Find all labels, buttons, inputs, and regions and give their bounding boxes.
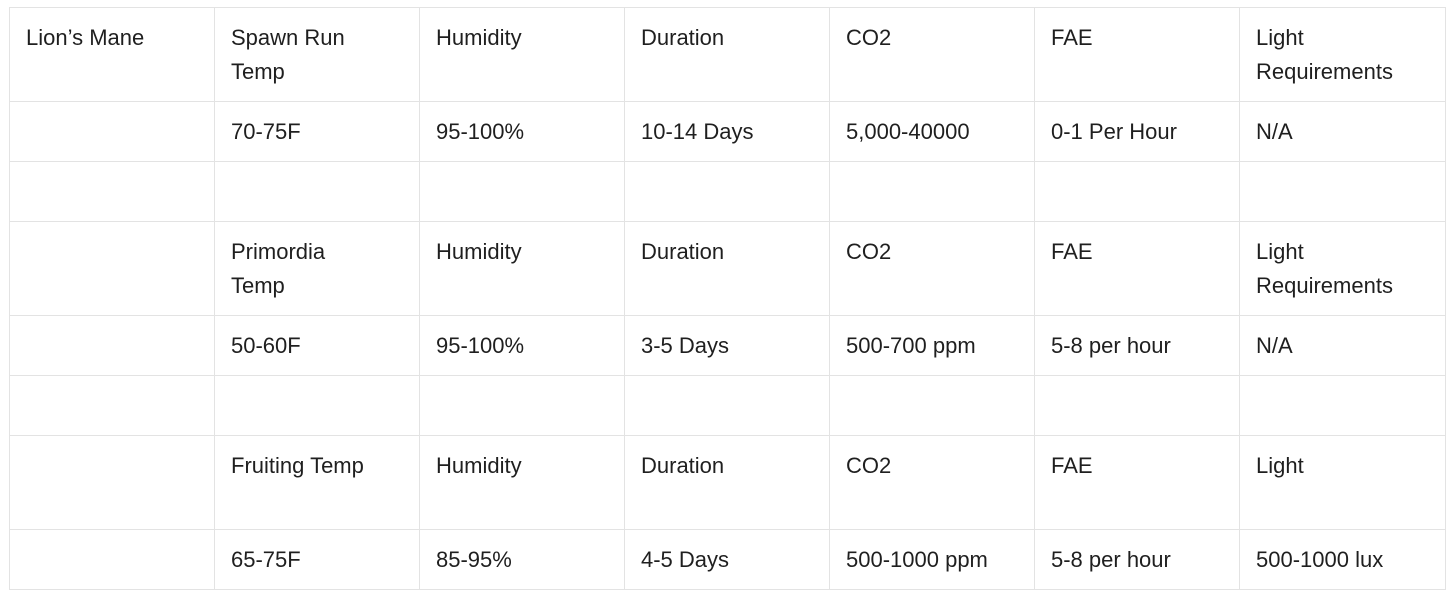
table-cell — [829, 161, 1035, 222]
table-cell: 5-8 per hour — [1034, 315, 1240, 376]
page: Lion’s Mane Spawn Run Temp Humidity Duratio… — [9, 7, 1446, 590]
table-cell: Light Requirements — [1239, 7, 1446, 102]
table-cell — [9, 161, 215, 222]
table-cell — [214, 161, 420, 222]
table-cell — [9, 221, 215, 316]
table-cell: 65-75F — [214, 529, 420, 590]
table-cell — [1034, 161, 1240, 222]
table-cell: Light Requirements — [1239, 221, 1446, 316]
table-cell — [9, 315, 215, 376]
table-row: 70-75F 95-100% 10-14 Days 5,000-40000 0-1 Pe… — [9, 101, 1446, 162]
table-cell: N/A — [1239, 101, 1446, 162]
table-cell: 3-5 Days — [624, 315, 830, 376]
table-cell: FAE — [1034, 221, 1240, 316]
table-cell: FAE — [1034, 435, 1240, 530]
table-cell: N/A — [1239, 315, 1446, 376]
table-row: Lion’s Mane Spawn Run Temp Humidity Duratio… — [9, 7, 1446, 102]
table-cell — [624, 375, 830, 436]
table-cell: 50-60F — [214, 315, 420, 376]
table-row: 50-60F 95-100% 3-5 Days 500-700 ppm 5-8 per … — [9, 315, 1446, 376]
table-cell: Duration — [624, 7, 830, 102]
table-cell: 500-1000 ppm — [829, 529, 1035, 590]
table-cell: Spawn Run Temp — [214, 7, 420, 102]
table-row — [9, 375, 1446, 436]
table-cell: 85-95% — [419, 529, 625, 590]
table-cell: 500-700 ppm — [829, 315, 1035, 376]
table-cell: Fruiting Temp — [214, 435, 420, 530]
table-cell: Light — [1239, 435, 1446, 530]
table-row: Fruiting Temp Humidity Duration CO2 FAE Light — [9, 435, 1446, 530]
table-cell — [1239, 161, 1446, 222]
table-cell — [1034, 375, 1240, 436]
table-cell: Primordia Temp — [214, 221, 420, 316]
table-cell: 95-100% — [419, 101, 625, 162]
table-cell — [829, 375, 1035, 436]
table-cell: Duration — [624, 435, 830, 530]
table-cell: CO2 — [829, 435, 1035, 530]
table-cell: CO2 — [829, 7, 1035, 102]
table-cell — [624, 161, 830, 222]
table-cell: 70-75F — [214, 101, 420, 162]
table-cell: Humidity — [419, 7, 625, 102]
table-cell — [9, 435, 215, 530]
table-cell — [214, 375, 420, 436]
table-cell — [9, 529, 215, 590]
table-cell: 95-100% — [419, 315, 625, 376]
table-row: 65-75F 85-95% 4-5 Days 500-1000 ppm 5-8 per … — [9, 529, 1446, 590]
table-cell: Humidity — [419, 435, 625, 530]
table-cell: CO2 — [829, 221, 1035, 316]
table-cell: 500-1000 lux — [1239, 529, 1446, 590]
table-cell: Humidity — [419, 221, 625, 316]
table-cell — [9, 375, 215, 436]
table-cell — [419, 375, 625, 436]
table-cell: 5-8 per hour — [1034, 529, 1240, 590]
table-cell: 10-14 Days — [624, 101, 830, 162]
table-row — [9, 161, 1446, 222]
table-cell — [419, 161, 625, 222]
table-cell: 5,000-40000 — [829, 101, 1035, 162]
table-cell: Duration — [624, 221, 830, 316]
table-row: Primordia Temp Humidity Duration CO2 FAE Ligh… — [9, 221, 1446, 316]
data-table: Lion’s Mane Spawn Run Temp Humidity Duratio… — [9, 7, 1446, 590]
table-cell: 4-5 Days — [624, 529, 830, 590]
table-cell: FAE — [1034, 7, 1240, 102]
table-cell: Lion’s Mane — [9, 7, 215, 102]
table-cell — [1239, 375, 1446, 436]
table-cell: 0-1 Per Hour — [1034, 101, 1240, 162]
table-cell — [9, 101, 215, 162]
table-body: Lion’s Mane Spawn Run Temp Humidity Duratio… — [9, 7, 1446, 590]
